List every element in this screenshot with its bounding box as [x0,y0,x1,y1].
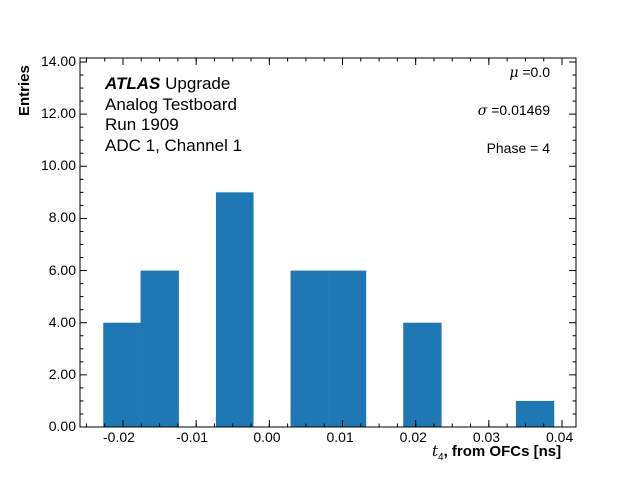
histogram-bar [290,270,329,427]
testboard-label: Analog Testboard [105,94,238,114]
y-tick-label: 14.00 [40,53,76,69]
histogram-bar [515,400,555,427]
y-tick-label: 6.00 [48,261,76,278]
y-axis-label: Entries [16,65,33,116]
atlas-label-block: ATLAS Upgrade Analog Testboard Run 1909 … [105,74,243,155]
histogram-bar [215,192,254,427]
y-tick-label: 2.00 [48,365,76,382]
phase-stat: Phase = 4 [486,140,550,156]
plot-frame [79,57,577,428]
x-tick-label: 0.01 [326,429,354,445]
sigma-stat: σ =0.01469 [477,102,550,119]
y-tick-label: 4.00 [48,313,76,330]
x-axis-label: t4, from OFCs [ns] [432,442,562,463]
histogram-bar [103,322,141,427]
y-tick-label: 0.00 [48,418,76,434]
y-tick-label: 10.00 [40,157,76,174]
x-tick-label: -0.01 [176,429,209,445]
y-tick-label: 8.00 [48,209,76,226]
histogram-bar [403,322,442,427]
mu-stat: μ =0.0 [509,64,550,81]
x-tick-label: 0.04 [546,429,574,445]
atlas-label: ATLAS [105,74,161,93]
histogram-bar [328,270,367,427]
x-tick-label: 0.03 [472,429,501,445]
run-label: Run 1909 [105,115,179,134]
y-tick-label: 12.00 [40,105,76,122]
histogram-bar [140,270,179,427]
x-tick-label: 0.02 [399,429,427,445]
x-tick-label: -0.02 [103,429,135,445]
x-tick-label: 0.00 [253,429,281,445]
channel-label: ADC 1, Channel 1 [105,135,243,155]
